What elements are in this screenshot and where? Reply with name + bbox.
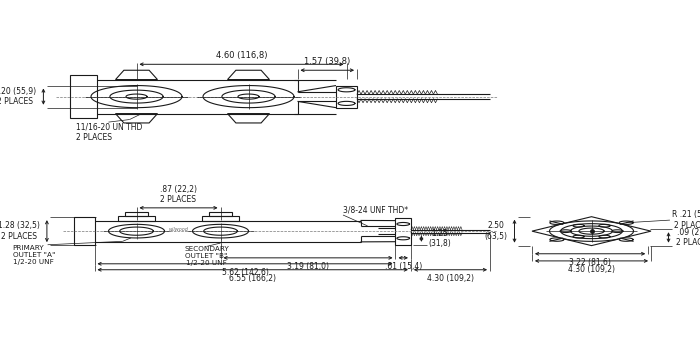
- Text: 3.19 (81,0): 3.19 (81,0): [287, 262, 329, 270]
- Bar: [336, 86, 357, 108]
- Text: 2.50
(63,5): 2.50 (63,5): [484, 221, 508, 241]
- Text: 2.20 (55,9)
2 PLACES: 2.20 (55,9) 2 PLACES: [0, 87, 36, 106]
- Bar: [125, 212, 148, 216]
- Polygon shape: [599, 235, 610, 238]
- Polygon shape: [550, 221, 564, 225]
- Text: R .21 (5,2)
2 PLACES: R .21 (5,2) 2 PLACES: [672, 210, 700, 230]
- Text: 3/8-24 UNF THD*: 3/8-24 UNF THD*: [343, 206, 408, 215]
- Text: PRIMARY
OUTLET "A"
1/2-20 UNF: PRIMARY OUTLET "A" 1/2-20 UNF: [13, 245, 55, 265]
- Text: 11/16-20 UN THD
2 PLACES: 11/16-20 UN THD 2 PLACES: [76, 123, 142, 142]
- Text: SECONDARY
OUTLET "B"
1/2-20 UNF: SECONDARY OUTLET "B" 1/2-20 UNF: [184, 246, 229, 266]
- Polygon shape: [560, 230, 571, 233]
- Bar: [70, 75, 97, 118]
- Bar: [118, 216, 155, 220]
- Text: wilwood: wilwood: [169, 227, 188, 232]
- Text: 5.62 (142,6): 5.62 (142,6): [222, 268, 268, 277]
- Text: .09 (2,3)
2 PLACES: .09 (2,3) 2 PLACES: [676, 228, 700, 247]
- Polygon shape: [620, 221, 633, 225]
- Polygon shape: [550, 238, 564, 241]
- Text: 4.30 (109,2): 4.30 (109,2): [568, 265, 615, 274]
- Text: 1.57 (39,8): 1.57 (39,8): [304, 58, 351, 67]
- Bar: [74, 217, 95, 245]
- Polygon shape: [599, 224, 610, 227]
- Text: 4.30 (109,2): 4.30 (109,2): [427, 274, 474, 283]
- Text: .61 (15,4): .61 (15,4): [384, 262, 422, 270]
- Bar: [395, 218, 411, 245]
- Text: 1.28 (32,5)
2 PLACES: 1.28 (32,5) 2 PLACES: [0, 221, 40, 241]
- Text: .87 (22,2)
2 PLACES: .87 (22,2) 2 PLACES: [160, 185, 197, 204]
- Polygon shape: [573, 224, 584, 227]
- Text: 4.60 (116,8): 4.60 (116,8): [216, 51, 267, 60]
- Text: 1.25
(31,8): 1.25 (31,8): [428, 229, 451, 248]
- Text: 6.55 (166,2): 6.55 (166,2): [229, 274, 276, 283]
- Bar: [209, 212, 232, 216]
- Polygon shape: [612, 230, 623, 233]
- Text: 3.22 (81,6): 3.22 (81,6): [569, 258, 611, 267]
- Polygon shape: [620, 238, 633, 241]
- Bar: [202, 216, 239, 220]
- Polygon shape: [573, 235, 584, 238]
